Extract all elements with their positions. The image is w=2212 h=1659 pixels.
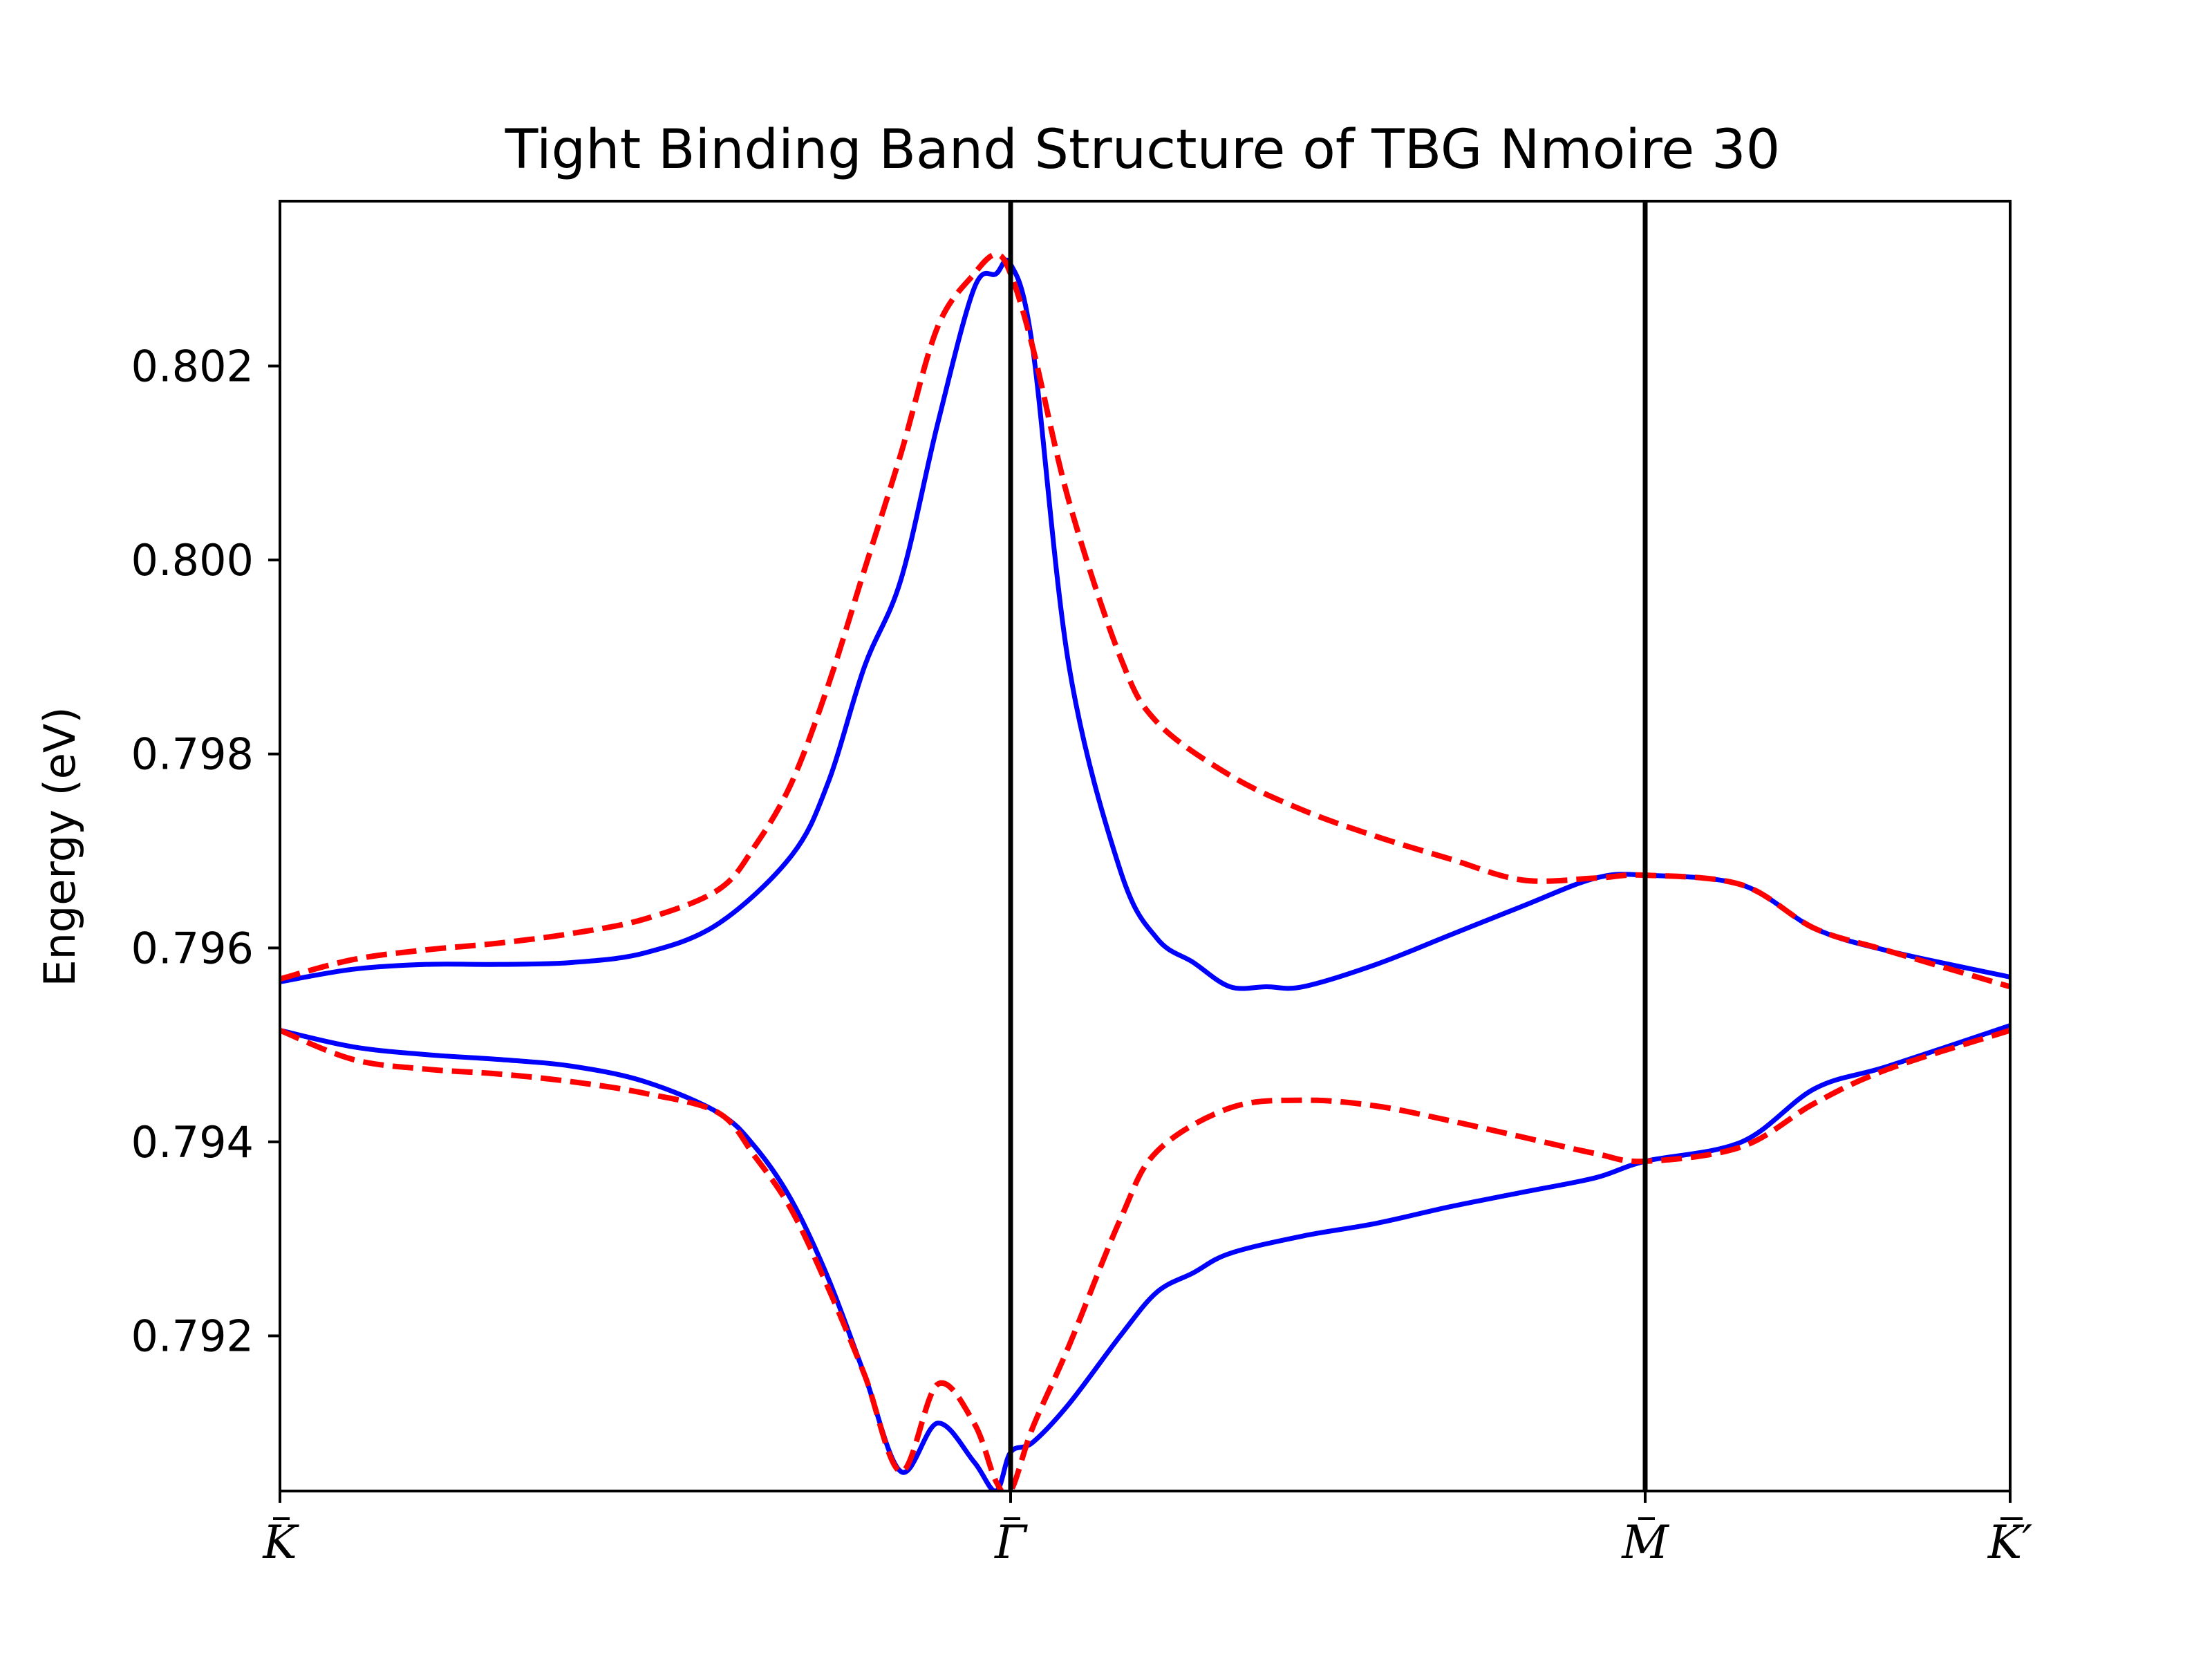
y-tick-label: 0.796 [131,923,254,973]
x-tick-label: Γ [993,1516,1028,1569]
band-line-1-solid [280,257,2010,991]
band-line-2-solid [280,1023,2010,1491]
band-line-3-dashed [280,252,2010,990]
y-tick-label: 0.798 [131,729,254,780]
plot-area: 0.792 0.794 0.796 0.798 0.800 0.802 K Γ M K′ [131,200,2032,1569]
chart-title: Tight Binding Band Structure of TBG Nmoi… [505,119,1781,181]
y-tick-label: 0.802 [131,341,254,392]
x-tick-label: M [1621,1516,1669,1569]
axes-frame [279,200,2012,1492]
x-tick-label: K [262,1516,299,1569]
y-tick-label: 0.794 [131,1117,254,1168]
y-tick-label: 0.792 [131,1311,254,1362]
y-tick-label: 0.800 [131,535,254,585]
band-line-4-dashed [280,1027,2010,1491]
x-tick-label: K′ [1987,1516,2032,1569]
y-axis-label: Engergy (eV) [35,706,85,986]
series-group [280,252,2010,1491]
